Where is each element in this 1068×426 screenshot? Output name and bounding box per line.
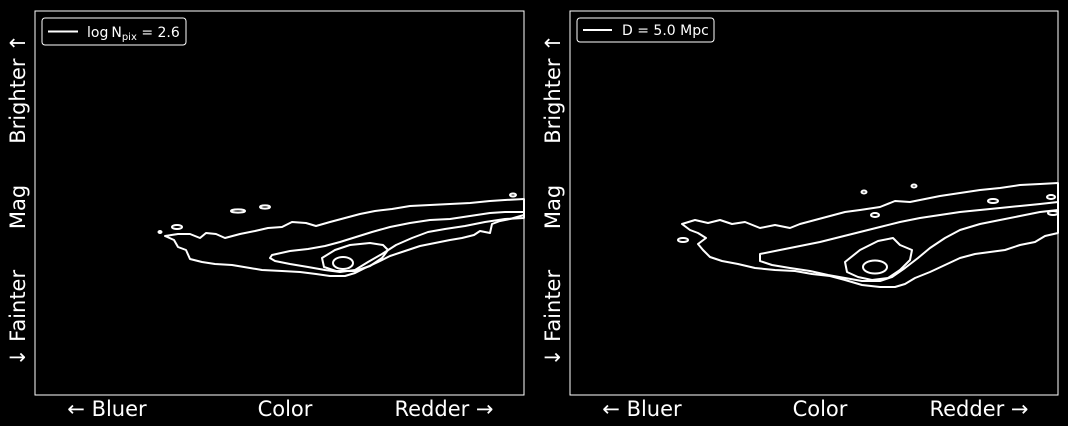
x-label-left-color: Color — [258, 397, 313, 421]
y-label-right-fainter: ↓ Fainter — [541, 270, 565, 367]
contour-island-right — [910, 183, 918, 189]
contour-inner-right — [844, 237, 913, 281]
x-label-right-redder: Redder → — [929, 397, 1028, 421]
contour-island-left — [157, 230, 163, 234]
contour-island-right — [987, 198, 999, 204]
contour-island-right — [677, 237, 689, 243]
x-label-right-bluer: ← Bluer — [602, 397, 682, 421]
contours-right — [677, 182, 1059, 288]
contour-island-right — [1047, 210, 1059, 216]
y-label-right-mag: Mag — [541, 185, 565, 229]
legend-box-left — [41, 17, 187, 46]
contour-outer-left — [164, 198, 525, 277]
contour-peak-right — [862, 259, 888, 275]
contour-peak-left — [332, 256, 354, 270]
x-label-right-color: Color — [793, 397, 848, 421]
y-label-left-fainter: ↓ Fainter — [6, 270, 30, 367]
panel-right: D = 5.0 Mpc ← Bluer Color Redder → ↓ Fai… — [541, 10, 1059, 421]
contour-island-left — [259, 204, 271, 210]
y-label-left-brighter: Brighter ↑ — [6, 34, 30, 144]
contour-island-left — [230, 208, 246, 214]
legend-label-left: log Npix = 2.6 — [87, 25, 180, 43]
legend-left: log Npix = 2.6 — [41, 17, 187, 46]
contour-mid-left — [269, 211, 525, 273]
legend-right: D = 5.0 Mpc — [576, 17, 715, 43]
contour-inner-left — [321, 242, 389, 272]
legend-label-right: D = 5.0 Mpc — [622, 23, 709, 39]
x-label-left-redder: Redder → — [394, 397, 493, 421]
y-label-right-brighter: Brighter ↑ — [541, 34, 565, 144]
contour-mid-right — [759, 201, 1059, 282]
y-label-left-mag: Mag — [6, 185, 30, 229]
contour-island-right — [870, 212, 880, 218]
contour-island-left — [509, 192, 517, 198]
x-label-left-bluer: ← Bluer — [67, 397, 147, 421]
legend-box-right — [576, 17, 715, 43]
contour-island-right — [860, 189, 868, 195]
contour-island-left — [171, 224, 183, 230]
contour-island-right — [1046, 194, 1056, 200]
contours-left — [157, 192, 525, 277]
panel-left: log Npix = 2.6 ← Bluer Color Redder → ↓ F… — [6, 10, 525, 421]
contour-outer-right — [681, 182, 1059, 288]
